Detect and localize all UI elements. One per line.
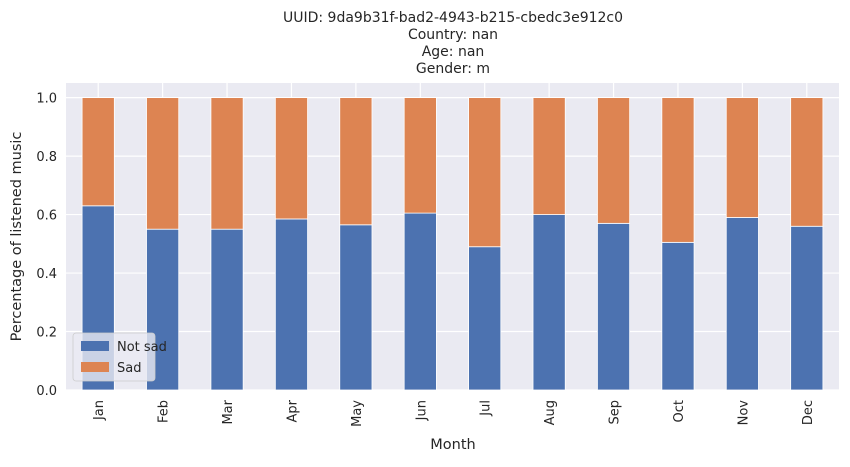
bar-not-sad-jun bbox=[403, 212, 437, 391]
title-line-uuid: UUID: 9da9b31f-bad2-4943-b215-cbedc3e912… bbox=[283, 10, 623, 26]
plot-area bbox=[66, 83, 839, 390]
x-tick-label: Nov bbox=[736, 400, 751, 426]
bar-not-sad-nov bbox=[725, 217, 759, 391]
x-tick-label: Feb bbox=[157, 400, 172, 423]
legend-swatch-sad bbox=[81, 362, 109, 372]
legend-label: Sad bbox=[117, 361, 141, 376]
bar-sad-jul bbox=[468, 97, 502, 248]
x-tick-label: Aug bbox=[543, 400, 558, 425]
x-tick-label: May bbox=[350, 400, 365, 427]
chart-title: UUID: 9da9b31f-bad2-4943-b215-cbedc3e912… bbox=[283, 10, 623, 77]
bar-sad-oct bbox=[661, 97, 695, 243]
x-axis-label: Month bbox=[430, 437, 475, 453]
bar-sad-apr bbox=[274, 97, 308, 220]
x-tick-label: Mar bbox=[221, 399, 236, 424]
x-axis-ticks: Jan Feb Mar Apr May Jun Jul Aug Sep Oct Nov Dec bbox=[92, 399, 816, 427]
title-line-age: Age: nan bbox=[422, 44, 485, 60]
bar-not-sad-apr bbox=[274, 218, 308, 391]
bar-not-sad-mar bbox=[210, 228, 244, 391]
bar-not-sad-oct bbox=[661, 241, 695, 391]
title-line-gender: Gender: m bbox=[416, 61, 490, 77]
bar-sad-jan bbox=[81, 97, 115, 207]
y-tick-label: 0.8 bbox=[36, 150, 57, 165]
bars bbox=[81, 97, 824, 391]
bar-sad-mar bbox=[210, 97, 244, 230]
y-tick-label: 0.6 bbox=[36, 209, 57, 224]
y-tick-label: 0.0 bbox=[36, 384, 57, 399]
x-tick-label: Oct bbox=[672, 400, 687, 422]
bar-sad-feb bbox=[146, 97, 180, 230]
y-tick-label: 1.0 bbox=[36, 92, 57, 107]
bar-sad-aug bbox=[532, 97, 566, 215]
legend-label: Not sad bbox=[117, 340, 167, 355]
y-axis-label: Percentage of listened music bbox=[9, 132, 25, 342]
x-tick-label: Apr bbox=[285, 399, 300, 422]
y-axis-ticks: 0.0 0.2 0.4 0.6 0.8 1.0 bbox=[36, 92, 57, 399]
y-tick-label: 0.4 bbox=[36, 267, 57, 282]
bar-sad-dec bbox=[790, 97, 824, 227]
x-tick-label: Jun bbox=[414, 400, 429, 421]
legend-swatch-not-sad bbox=[81, 341, 109, 351]
x-tick-label: Sep bbox=[608, 400, 623, 425]
bar-not-sad-jul bbox=[468, 246, 502, 391]
bar-sad-may bbox=[339, 97, 373, 226]
x-tick-label: Dec bbox=[801, 400, 816, 425]
bar-not-sad-sep bbox=[597, 222, 631, 391]
title-line-country: Country: nan bbox=[408, 27, 498, 43]
bar-not-sad-may bbox=[339, 224, 373, 391]
legend: Not sad Sad bbox=[72, 332, 167, 382]
y-tick-label: 0.2 bbox=[36, 326, 57, 341]
bar-not-sad-dec bbox=[790, 225, 824, 391]
bar-sad-nov bbox=[725, 97, 759, 218]
bar-not-sad-aug bbox=[532, 214, 566, 391]
x-tick-label: Jul bbox=[479, 400, 494, 417]
x-tick-label: Jan bbox=[92, 400, 107, 421]
bar-sad-jun bbox=[403, 97, 437, 214]
bar-sad-sep bbox=[597, 97, 631, 224]
